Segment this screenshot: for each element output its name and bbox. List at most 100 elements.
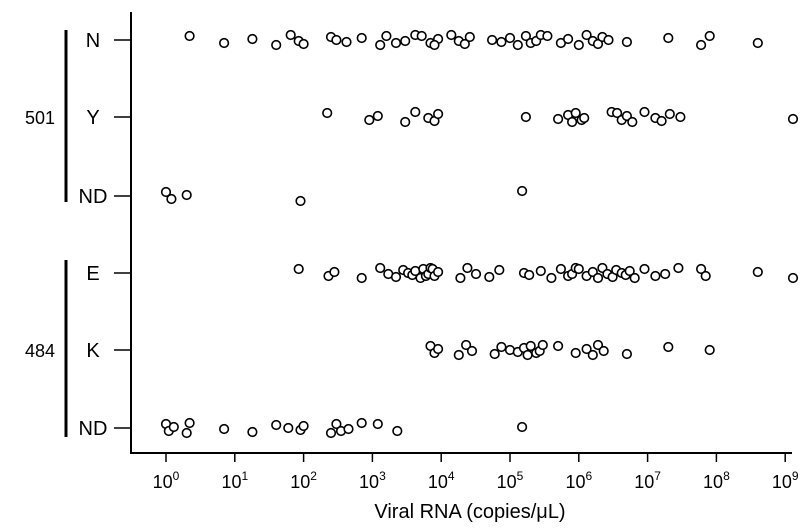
data-point	[392, 425, 403, 437]
x-tick-label: 102	[290, 469, 317, 492]
x-tick-label-exponent: 0	[173, 469, 180, 483]
x-tick-label: 104	[428, 469, 455, 492]
x-tick-label-exponent: 7	[654, 469, 661, 483]
category-ticks	[114, 39, 131, 429]
x-tick-label-base: 10	[634, 472, 654, 492]
category-labels: N Y ND E K ND	[79, 30, 108, 440]
data-point	[184, 417, 195, 429]
data-point	[283, 422, 294, 434]
x-tick-label: 101	[221, 469, 248, 492]
data-point	[462, 262, 473, 274]
data-point	[512, 39, 523, 51]
data-point	[504, 32, 516, 44]
data-point	[562, 33, 574, 45]
data-point	[390, 37, 402, 49]
x-tick-label-base: 10	[290, 472, 310, 492]
data-point	[570, 107, 581, 119]
data-point	[298, 420, 309, 432]
data-point	[487, 34, 498, 46]
data-point	[552, 340, 564, 352]
data-point	[166, 193, 177, 205]
data-point	[325, 427, 337, 439]
x-tick-label-exponent: 2	[310, 469, 317, 483]
data-point	[650, 270, 661, 282]
x-tick-label: 105	[497, 469, 524, 492]
data-point	[343, 423, 354, 435]
data-point	[271, 419, 282, 431]
data-point	[573, 39, 584, 51]
data-point	[624, 265, 635, 277]
data-point	[695, 39, 707, 51]
x-tick-label-exponent: 9	[792, 469, 799, 483]
data-point	[592, 38, 604, 50]
data-point	[621, 36, 633, 48]
data-point	[639, 263, 650, 275]
data-point	[546, 272, 557, 284]
data-point	[535, 265, 546, 277]
x-axis-ticks	[165, 453, 786, 462]
x-axis-title: Viral RNA (copies/μL)	[374, 501, 565, 523]
x-tick-label-exponent: 4	[448, 469, 455, 483]
data-point	[219, 423, 230, 435]
x-tick-label-base: 10	[703, 472, 723, 492]
x-tick-label-base: 10	[497, 472, 517, 492]
x-tick-label-base: 10	[428, 472, 448, 492]
data-point	[295, 195, 306, 207]
data-point	[663, 341, 674, 353]
data-point	[639, 106, 650, 118]
category-label: K	[86, 340, 100, 362]
data-point	[400, 116, 411, 128]
data-point	[520, 111, 532, 123]
data-point	[664, 108, 675, 120]
data-point	[372, 418, 383, 430]
data-point	[459, 38, 470, 50]
data-point	[552, 113, 564, 125]
x-tick-label-base: 10	[153, 472, 173, 492]
data-point	[537, 339, 548, 351]
x-tick-label-exponent: 6	[585, 469, 592, 483]
data-point	[453, 349, 464, 361]
data-point	[542, 30, 553, 42]
data-point	[356, 417, 367, 429]
data-point	[581, 29, 592, 41]
data-point	[329, 266, 340, 278]
group-label: 484	[25, 341, 55, 361]
x-tick-label: 108	[703, 469, 730, 492]
data-point	[627, 116, 638, 128]
data-point	[524, 269, 535, 281]
group-label: 501	[25, 108, 55, 128]
data-point	[752, 37, 763, 49]
data-point	[429, 39, 440, 51]
data-point	[446, 29, 457, 41]
data-point	[356, 272, 367, 284]
x-tick-label: 107	[634, 469, 661, 492]
data-point	[410, 106, 421, 118]
x-tick-label-exponent: 3	[379, 469, 386, 483]
data-point	[516, 185, 528, 197]
data-point	[433, 108, 444, 120]
data-point	[555, 263, 567, 275]
data-point	[484, 271, 495, 283]
data-point	[494, 264, 505, 276]
data-point	[455, 272, 466, 284]
category-label: ND	[79, 418, 108, 440]
data-point	[375, 262, 386, 274]
data-point	[522, 349, 533, 361]
data-point	[464, 31, 475, 43]
data-point	[461, 339, 472, 351]
data-point	[168, 421, 179, 433]
data-point	[416, 30, 427, 42]
data-point	[496, 341, 507, 353]
data-point	[285, 29, 296, 41]
data-point	[466, 345, 478, 357]
data-point	[298, 38, 309, 50]
data-point	[356, 32, 367, 44]
data-point	[375, 39, 386, 51]
category-label: E	[86, 263, 99, 285]
data-point	[433, 343, 444, 355]
x-tick-label-exponent: 5	[517, 469, 524, 483]
x-axis-tick-labels: 100 101 102 103 104 105 106 107 108 109	[153, 469, 799, 492]
data-point	[293, 263, 304, 275]
x-tick-label: 109	[772, 469, 799, 492]
